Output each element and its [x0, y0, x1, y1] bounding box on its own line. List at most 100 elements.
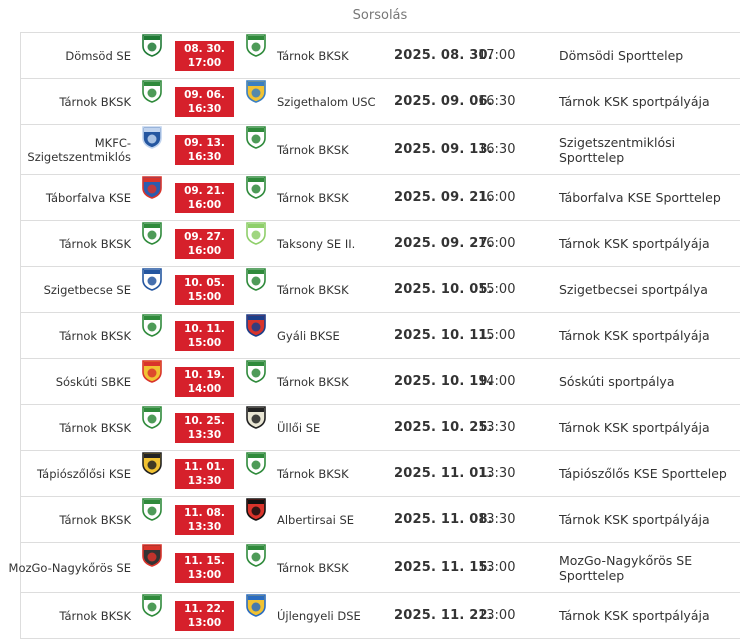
team-logo: [142, 406, 162, 429]
box-date: 10. 11.: [184, 323, 225, 335]
match-date-box: 10. 05. 15:00: [175, 275, 234, 305]
match-time: 13:00: [478, 608, 516, 623]
home-team: Tárnok BKSK: [59, 608, 131, 623]
venue: Tárnok KSK sportpályája: [559, 608, 710, 623]
home-team: Dömsöd SE: [65, 48, 131, 63]
box-time: 16:30: [187, 151, 222, 163]
match-row: Táborfalva KSE 09. 21. 16:00 Tárnok BKSK 2…: [20, 174, 740, 220]
team-logo: [142, 222, 162, 245]
match-date-box: 09. 06. 16:30: [175, 87, 234, 117]
away-team: Tárnok BKSK: [277, 466, 349, 481]
team-logo: [142, 360, 162, 383]
box-time: 14:00: [187, 383, 222, 395]
match-time: 15:00: [478, 282, 516, 297]
venue: Szigetszentmiklósi Sporttelep: [559, 134, 676, 165]
box-time: 13:30: [187, 521, 222, 533]
box-time: 15:00: [187, 291, 222, 303]
match-row: Tárnok BKSK 09. 06. 16:30 Szigethalom USC…: [20, 78, 740, 124]
home-team: Szigetbecse SE: [43, 282, 131, 297]
team-logo: [142, 80, 162, 103]
match-date: 2025. 09. 06.: [394, 94, 493, 109]
team-logo: [142, 498, 162, 521]
box-time: 16:30: [187, 103, 222, 115]
home-team: Tápiószőlősi KSE: [37, 466, 131, 481]
box-date: 10. 05.: [184, 277, 225, 289]
team-logo: [246, 452, 266, 475]
team-logo: [246, 544, 266, 567]
home-team: Tárnok BKSK: [59, 94, 131, 109]
match-row: MozGo-Nagykőrös SE 11. 15. 13:00 Tárnok B…: [9, 542, 740, 592]
away-team: Tárnok BKSK: [277, 190, 349, 205]
box-date: 09. 06.: [184, 89, 225, 101]
match-time: 16:30: [478, 94, 516, 109]
home-team: Táborfalva KSE: [45, 190, 131, 205]
match-time: 16:00: [478, 236, 516, 251]
box-date: 11. 01.: [184, 461, 225, 473]
match-date: 2025. 10. 05.: [394, 282, 493, 297]
match-date-box: 10. 19. 14:00: [175, 367, 234, 397]
match-row: Dömsöd SE 08. 30. 17:00 Tárnok BKSK 2025. …: [20, 32, 740, 78]
match-row: Sóskúti SBKE 10. 19. 14:00 Tárnok BKSK 202…: [20, 358, 740, 404]
match-date-box: 11. 01. 13:30: [175, 459, 234, 489]
box-time: 17:00: [187, 57, 222, 69]
team-logo: [142, 126, 162, 149]
away-team: Tárnok BKSK: [277, 374, 349, 389]
match-date-box: 10. 11. 15:00: [175, 321, 234, 351]
team-logo: [142, 544, 162, 567]
match-time: 13:30: [478, 512, 516, 527]
box-date: 10. 25.: [184, 415, 225, 427]
match-time: 13:00: [478, 560, 516, 575]
match-date-box: 11. 08. 13:30: [175, 505, 234, 535]
match-row: Tárnok BKSK 11. 22. 13:00 Újlengyeli DSE 2…: [20, 592, 740, 638]
team-logo: [246, 176, 266, 199]
team-logo: [246, 406, 266, 429]
match-date: 2025. 11. 22.: [394, 608, 493, 623]
venue: Tárnok KSK sportpályája: [559, 328, 710, 343]
box-time: 13:30: [187, 475, 222, 487]
match-row: Tárnok BKSK 09. 27. 16:00 Taksony SE II. 2…: [20, 220, 740, 266]
match-date-box: 08. 30. 17:00: [175, 41, 234, 71]
away-team: Albertirsai SE: [277, 512, 355, 527]
table-bottom-border: [20, 638, 740, 639]
match-row: Szigetbecse SE 10. 05. 15:00 Tárnok BKSK 2…: [20, 266, 740, 312]
match-date-box: 09. 27. 16:00: [175, 229, 234, 259]
away-team: Taksony SE II.: [277, 236, 356, 251]
match-date-box: 09. 21. 16:00: [175, 183, 234, 213]
away-team: Tárnok BKSK: [277, 48, 349, 63]
away-team: Tárnok BKSK: [277, 282, 349, 297]
box-time: 13:00: [187, 569, 222, 581]
team-logo: [142, 268, 162, 291]
team-logo: [142, 452, 162, 475]
team-logo: [142, 176, 162, 199]
box-date: 08. 30.: [184, 43, 225, 55]
home-team: Sóskúti SBKE: [55, 374, 131, 389]
box-date: 09. 13.: [184, 137, 225, 149]
match-date: 2025. 09. 21.: [394, 190, 493, 205]
home-team: Tárnok BKSK: [59, 512, 131, 527]
venue: Tápiószőlős KSE Sporttelep: [559, 466, 727, 481]
box-time: 16:00: [187, 199, 222, 211]
team-logo: [142, 594, 162, 617]
team-logo: [246, 314, 266, 337]
venue: Sóskúti sportpálya: [559, 374, 675, 389]
team-logo: [246, 268, 266, 291]
venue: Tárnok KSK sportpályája: [559, 236, 710, 251]
away-team: Újlengyeli DSE: [277, 608, 361, 623]
match-date: 2025. 11. 15.: [394, 560, 493, 575]
away-team: Üllői SE: [277, 420, 321, 435]
team-logo: [246, 498, 266, 521]
box-date: 09. 21.: [184, 185, 225, 197]
home-team: Tárnok BKSK: [59, 236, 131, 251]
match-row: Tárnok BKSK 10. 11. 15:00 Gyáli BKSE 2025.…: [20, 312, 740, 358]
venue: Tárnok KSK sportpályája: [559, 512, 710, 527]
box-date: 11. 22.: [184, 603, 225, 615]
match-time: 13:30: [478, 466, 516, 481]
match-date: 2025. 09. 13.: [394, 142, 493, 157]
title: Sorsolás: [352, 8, 408, 23]
match-time: 17:00: [478, 48, 516, 63]
match-time: 16:00: [478, 190, 516, 205]
team-logo: [246, 222, 266, 245]
match-date: 2025. 09. 27.: [394, 236, 493, 251]
match-row: Tápiószőlősi KSE 11. 01. 13:30 Tárnok BKS…: [20, 450, 740, 496]
